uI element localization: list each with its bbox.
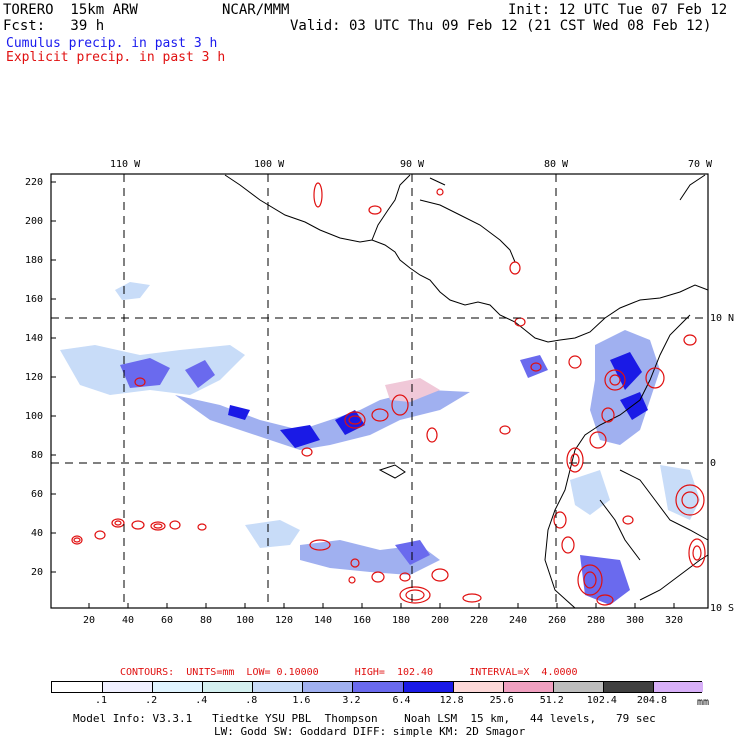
colorbar-swatch: [452, 682, 503, 692]
colorbar-label: 12.8: [439, 695, 464, 706]
colorbar-label: .1: [95, 695, 108, 706]
y-tick-label: 160: [25, 294, 44, 305]
x-tick-label: 80: [200, 615, 213, 626]
x-tick-label: 40: [122, 615, 135, 626]
explicit-legend: Explicit precip. in past 3 h: [6, 50, 226, 65]
y-tick-label: 220: [25, 177, 44, 188]
x-tick-label: 20: [83, 615, 96, 626]
x-tick-label: 260: [548, 615, 567, 626]
y-tick-label: 140: [25, 333, 44, 344]
lon-label: 90 W: [400, 159, 425, 170]
colorbar-label: 102.4: [586, 695, 617, 706]
x-tick-label: 280: [587, 615, 606, 626]
colorbar-unit: mm: [697, 697, 710, 708]
colorbar: [51, 681, 703, 693]
init-time: Init: 12 UTC Tue 07 Feb 12: [508, 2, 728, 18]
x-tick-label: 200: [431, 615, 450, 626]
lon-label: 100 W: [254, 159, 285, 170]
colorbar-swatch: [302, 682, 353, 692]
y-tick-label: 80: [31, 450, 44, 461]
colorbar-swatch: [352, 682, 403, 692]
colorbar-swatch: [402, 682, 453, 692]
colorbar-swatch: [52, 682, 103, 692]
model-title: TORERO 15km ARW: [3, 2, 138, 18]
cumulus-legend: Cumulus precip. in past 3 h: [6, 36, 218, 51]
colorbar-label: .4: [195, 695, 208, 706]
x-tick-label: 160: [353, 615, 372, 626]
y-tick-label: 180: [25, 255, 44, 266]
graticule: [51, 174, 708, 608]
axis-ticks: [51, 181, 675, 608]
colorbar-swatch: [502, 682, 553, 692]
y-tick-label: 200: [25, 216, 44, 227]
contours-info: CONTOURS: UNITS=mm LOW= 0.10000 HIGH= 10…: [120, 667, 578, 678]
org-label: NCAR/MMM: [222, 2, 290, 18]
colorbar-label: 1.6: [292, 695, 311, 706]
y-tick-label: 60: [31, 489, 44, 500]
y-tick-label: 120: [25, 372, 44, 383]
colorbar-label: 204.8: [636, 695, 667, 706]
colorbar-swatch: [152, 682, 203, 692]
y-tick-label: 20: [31, 567, 44, 578]
y-tick-label: 100: [25, 411, 44, 422]
colorbar-swatch: [102, 682, 153, 692]
colorbar-label: .2: [145, 695, 158, 706]
lon-label: 110 W: [110, 159, 141, 170]
lon-label: 70 W: [688, 159, 713, 170]
x-tick-label: 60: [161, 615, 174, 626]
colorbar-swatch: [252, 682, 303, 692]
colorbar-swatch: [202, 682, 253, 692]
colorbar-label: .8: [245, 695, 258, 706]
colorbar-label: 3.2: [342, 695, 361, 706]
model-info: Model Info: V3.3.1 Tiedtke YSU PBL Thomp…: [73, 712, 656, 725]
model-physics: LW: Godd SW: Goddard DIFF: simple KM: 2D…: [214, 725, 526, 738]
x-tick-label: 100: [236, 615, 255, 626]
colorbar-swatch: [652, 682, 703, 692]
colorbar-label: 25.6: [489, 695, 514, 706]
lon-label: 80 W: [544, 159, 569, 170]
colorbar-label: 6.4: [392, 695, 411, 706]
x-tick-label: 320: [665, 615, 684, 626]
forecast-hour: Fcst: 39 h: [3, 18, 105, 34]
x-tick-label: 140: [314, 615, 333, 626]
colorbar-swatch: [552, 682, 603, 692]
explicit-precip-contours: [71, 182, 706, 606]
coastlines: [224, 174, 709, 609]
colorbar-swatch: [602, 682, 653, 692]
lat-label: 10 S: [710, 603, 735, 614]
cumulus-precip-areas: [60, 282, 700, 605]
x-tick-label: 240: [509, 615, 528, 626]
colorbar-label: 51.2: [539, 695, 564, 706]
x-tick-label: 220: [470, 615, 489, 626]
x-tick-label: 300: [626, 615, 645, 626]
x-tick-label: 180: [392, 615, 411, 626]
lat-label: 0: [710, 458, 717, 469]
y-tick-label: 40: [31, 528, 44, 539]
valid-time: Valid: 03 UTC Thu 09 Feb 12 (21 CST Wed …: [290, 18, 712, 34]
lat-label: 10 N: [710, 313, 735, 324]
x-tick-label: 120: [275, 615, 294, 626]
